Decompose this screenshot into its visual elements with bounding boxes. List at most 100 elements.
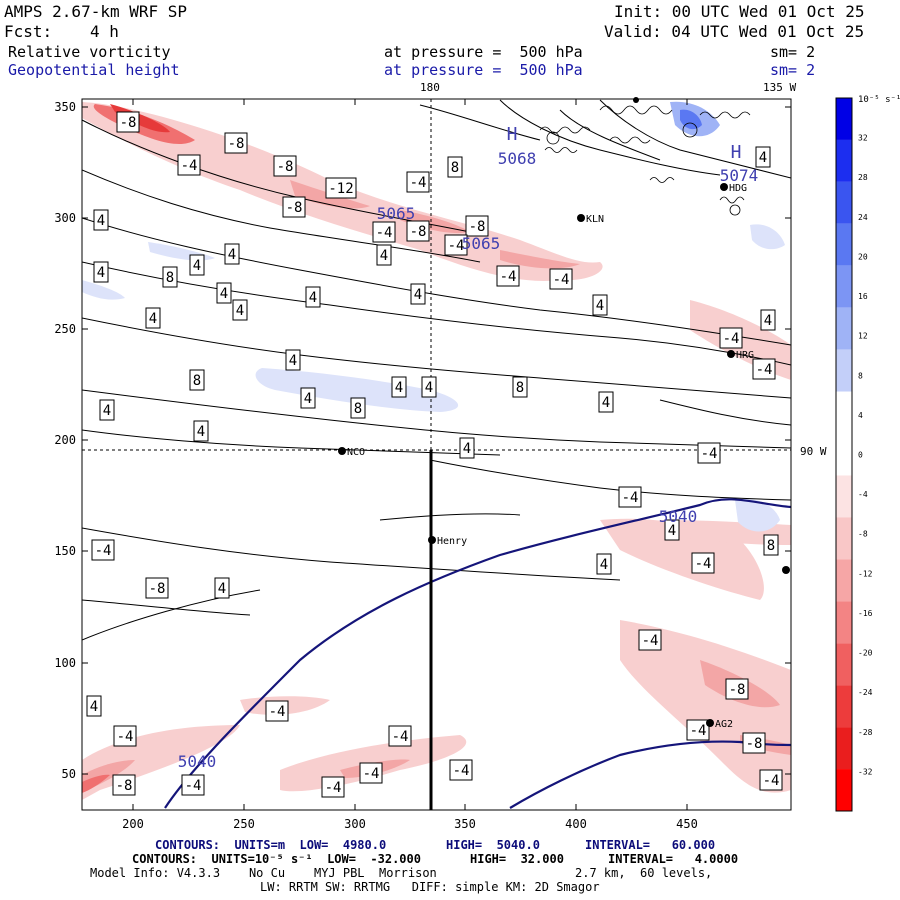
colorbar-label: -32 <box>858 767 873 776</box>
svg-text:HDG: HDG <box>729 183 747 194</box>
vorticity-label: 8 <box>512 376 528 398</box>
field2-level: at pressure = 500 hPa <box>384 61 583 79</box>
x-tick-label: 350 <box>454 817 476 831</box>
colorbar-label: 32 <box>858 134 868 143</box>
model-physics: LW: RRTM SW: RRTMG DIFF: simple KM: 2D S… <box>260 880 600 894</box>
svg-text:-4: -4 <box>448 238 465 254</box>
vorticity-label: 8 <box>763 534 779 556</box>
valid-time: Valid: 04 UTC Wed 01 Oct 25 <box>604 22 865 41</box>
vort-contour-info: CONTOURS: UNITS=10⁻⁵ s⁻¹ LOW= -32.000 <box>132 852 421 866</box>
field2-smoothing: sm= 2 <box>770 61 816 79</box>
svg-text:-4: -4 <box>763 773 780 789</box>
vorticity-label: -4 <box>697 442 721 464</box>
y-tick-label: 250 <box>54 322 76 336</box>
high-pressure-center: H <box>731 142 742 163</box>
colorbar-swatch <box>836 181 852 224</box>
svg-text:4: 4 <box>596 298 604 314</box>
forecast-value: 4 h <box>90 22 119 41</box>
colorbar-swatch <box>836 727 852 770</box>
y-tick-label: 150 <box>54 544 76 558</box>
colorbar-swatch <box>836 559 852 602</box>
svg-text:-8: -8 <box>410 224 427 240</box>
vorticity-label: 4 <box>224 243 240 265</box>
vorticity-label: 8 <box>447 156 463 178</box>
vorticity-label: 4 <box>598 391 614 413</box>
station-henry: Henry <box>428 536 467 547</box>
vorticity-label: -8 <box>465 215 489 237</box>
svg-text:-4: -4 <box>756 362 773 378</box>
height-value-label: 5074 <box>720 166 759 185</box>
height-contour-high: HIGH= 5040.0 <box>446 838 540 852</box>
svg-text:4: 4 <box>602 395 610 411</box>
svg-text:4: 4 <box>600 557 608 573</box>
svg-text:4: 4 <box>380 248 388 264</box>
height-contour-info: CONTOURS: UNITS=m LOW= 4980.0 <box>155 838 387 852</box>
field1-name: Relative vorticity <box>8 43 171 61</box>
svg-text:4: 4 <box>103 403 111 419</box>
svg-text:4: 4 <box>228 247 236 263</box>
svg-text:4: 4 <box>236 303 244 319</box>
height-value-label: 5040 <box>178 752 217 771</box>
svg-text:4: 4 <box>414 287 422 303</box>
svg-text:-4: -4 <box>363 766 380 782</box>
colorbar-label: -28 <box>858 728 873 737</box>
vorticity-label: 8 <box>350 397 366 419</box>
vort-contour-high: HIGH= 32.000 <box>470 852 564 866</box>
svg-text:-4: -4 <box>117 729 134 745</box>
x-tick-label: 200 <box>122 817 144 831</box>
svg-text:-8: -8 <box>469 219 486 235</box>
field1-smoothing: sm= 2 <box>770 43 816 61</box>
vorticity-label: -8 <box>406 220 430 242</box>
colorbar-label: 20 <box>858 252 868 261</box>
svg-text:4: 4 <box>759 150 767 166</box>
svg-text:8: 8 <box>516 380 524 396</box>
svg-text:4: 4 <box>395 380 403 396</box>
colorbar-label: 16 <box>858 292 868 301</box>
svg-text:KLN: KLN <box>586 214 604 225</box>
svg-text:8: 8 <box>451 160 459 176</box>
vorticity-label: -8 <box>116 111 140 133</box>
svg-text:-12: -12 <box>328 181 353 197</box>
vorticity-label: -4 <box>406 171 430 193</box>
meridian-135w-label: 135 W <box>763 81 796 94</box>
vorticity-label: -4 <box>549 268 573 290</box>
vorticity-label: -4 <box>321 776 345 798</box>
vorticity-label: 4 <box>421 376 437 398</box>
vorticity-label: 4 <box>664 519 680 541</box>
svg-text:-4: -4 <box>695 556 712 572</box>
height-value-label: 5065 <box>377 204 416 223</box>
colorbar-label: -16 <box>858 609 873 618</box>
vorticity-label: 4 <box>410 283 426 305</box>
colorbar: 32 28 24 20 16 12 8 4 0 -4 -8 -12 -16 -20 -24 -28 -32 <box>835 97 873 812</box>
station-hrg: HRG <box>727 350 754 361</box>
vorticity-label: 4 <box>592 294 608 316</box>
colorbar-label: -8 <box>858 530 868 539</box>
svg-text:-4: -4 <box>410 175 427 191</box>
vorticity-label: 4 <box>391 376 407 398</box>
svg-text:-8: -8 <box>116 778 133 794</box>
high-pressure-center: H <box>507 124 518 145</box>
vorticity-label: -4 <box>618 486 642 508</box>
vorticity-label: 4 <box>232 299 248 321</box>
svg-text:-8: -8 <box>120 115 137 131</box>
svg-text:8: 8 <box>767 538 775 554</box>
vorticity-label: 4 <box>99 399 115 421</box>
model-info: Model Info: V4.3.3 No Cu MYJ PBL Morriso… <box>90 866 437 880</box>
svg-text:4: 4 <box>764 313 772 329</box>
colorbar-label: 24 <box>858 213 868 222</box>
vorticity-label: -4 <box>691 552 715 574</box>
vort-contour-interval: INTERVAL= 4.0000 <box>608 852 739 866</box>
vorticity-label: 4 <box>300 387 316 409</box>
svg-text:HRG: HRG <box>736 350 754 361</box>
colorbar-swatch <box>836 391 852 434</box>
svg-text:-4: -4 <box>701 446 718 462</box>
colorbar-label: 4 <box>858 411 863 420</box>
x-tick-label: 450 <box>676 817 698 831</box>
colorbar-swatch <box>836 139 852 182</box>
colorbar-swatch <box>836 601 852 644</box>
svg-text:-8: -8 <box>228 136 245 152</box>
colorbar-swatch <box>836 685 852 728</box>
meridian-90w-label: 90 W <box>800 445 827 458</box>
vorticity-label: 4 <box>93 209 109 231</box>
